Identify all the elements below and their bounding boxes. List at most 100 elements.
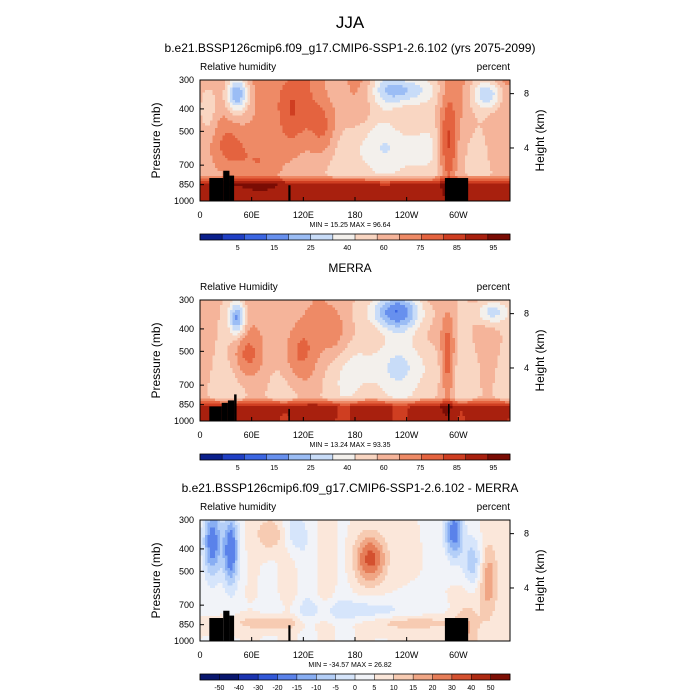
heatmap-cell xyxy=(362,143,366,146)
heatmap-cell xyxy=(437,140,441,144)
heatmap-cell xyxy=(377,170,381,174)
heatmap-cell xyxy=(492,150,496,154)
heatmap-cell xyxy=(247,125,251,129)
heatmap-cell xyxy=(292,105,296,109)
heatmap-cell xyxy=(352,170,356,174)
heatmap-cell xyxy=(232,143,236,146)
heatmap-cell xyxy=(240,153,243,157)
heatmap-cell xyxy=(465,155,468,159)
heatmap-cell xyxy=(445,160,448,164)
heatmap-cell xyxy=(507,145,511,149)
heatmap-cell xyxy=(362,170,366,174)
heatmap-cell xyxy=(320,145,323,149)
heatmap-cell xyxy=(445,158,448,162)
heatmap-cell xyxy=(487,168,491,172)
heatmap-cell xyxy=(480,127,483,131)
heatmap-cell xyxy=(372,160,376,164)
heatmap-cell xyxy=(292,150,296,154)
heatmap-cell xyxy=(482,158,486,162)
heatmap-cell xyxy=(450,115,453,119)
heatmap-cell xyxy=(290,170,293,174)
heatmap-cell xyxy=(362,125,366,129)
heatmap-cell xyxy=(247,170,251,174)
heatmap-cell xyxy=(340,117,343,121)
heatmap-cell xyxy=(300,97,303,101)
heatmap-cell xyxy=(437,148,441,151)
heatmap-cell xyxy=(222,100,226,104)
heatmap-cell xyxy=(460,112,463,116)
heatmap-cell xyxy=(372,97,376,101)
heatmap-cell xyxy=(252,100,256,104)
heatmap-cell xyxy=(360,110,363,114)
heatmap-cell xyxy=(385,97,388,101)
heatmap-cell xyxy=(295,160,298,164)
heatmap-cell xyxy=(250,120,253,124)
heatmap-cell xyxy=(397,110,401,114)
heatmap-cell xyxy=(475,105,478,109)
heatmap-cell xyxy=(242,148,246,151)
heatmap-cell xyxy=(447,92,451,96)
heatmap-cell xyxy=(380,92,383,96)
heatmap-cell xyxy=(505,125,508,129)
heatmap-cell xyxy=(212,120,216,124)
heatmap-cell xyxy=(392,135,396,139)
heatmap-cell xyxy=(235,180,238,184)
heatmap-cell xyxy=(417,117,421,121)
heatmap-cell xyxy=(442,140,446,144)
heatmap-cell xyxy=(485,132,488,136)
heatmap-cell xyxy=(460,132,463,136)
heatmap-cell xyxy=(392,110,396,114)
heatmap-cell xyxy=(325,110,328,114)
heatmap-cell xyxy=(280,110,283,114)
heatmap-cell xyxy=(335,122,338,126)
heatmap-cell xyxy=(230,87,233,91)
heatmap-cell xyxy=(235,168,238,172)
heatmap-cell xyxy=(367,90,371,93)
heatmap-cell xyxy=(410,160,413,164)
heatmap-cell xyxy=(480,170,483,174)
heatmap-cell xyxy=(215,140,218,144)
heatmap-cell xyxy=(480,100,483,104)
heatmap-cell xyxy=(467,140,471,144)
heatmap-cell xyxy=(442,170,446,174)
heatmap-cell xyxy=(277,120,281,124)
heatmap-cell xyxy=(207,153,211,157)
heatmap-cell xyxy=(337,107,341,111)
heatmap-cell xyxy=(250,95,253,99)
heatmap-cell xyxy=(347,153,351,157)
heatmap-cell xyxy=(202,165,206,169)
heatmap-cell xyxy=(377,148,381,151)
heatmap-cell xyxy=(467,135,471,139)
heatmap-cell xyxy=(405,95,408,99)
heatmap-cell xyxy=(507,100,511,104)
heatmap-cell xyxy=(310,150,313,154)
heatmap-cell xyxy=(225,117,228,121)
heatmap-cell xyxy=(475,173,478,177)
heatmap-cell xyxy=(440,148,443,151)
heatmap-cell xyxy=(310,160,313,164)
heatmap-cell xyxy=(392,175,396,179)
heatmap-cell xyxy=(255,127,258,131)
heatmap-cell xyxy=(230,140,233,144)
heatmap-cell xyxy=(385,95,388,99)
heatmap-cell xyxy=(255,158,258,162)
heatmap-cell xyxy=(432,82,436,86)
heatmap-cell xyxy=(342,168,346,172)
heatmap-cell xyxy=(467,112,471,116)
heatmap-cell xyxy=(420,80,423,83)
heatmap-cell xyxy=(370,163,373,167)
heatmap-cell xyxy=(402,122,406,126)
heatmap-cell xyxy=(275,135,278,139)
heatmap-cell xyxy=(367,148,371,151)
heatmap-cell xyxy=(322,110,326,114)
heatmap-cell xyxy=(312,143,316,146)
heatmap-cell xyxy=(255,110,258,114)
heatmap-cell xyxy=(400,80,403,83)
heatmap-cell xyxy=(302,112,306,116)
heatmap-cell xyxy=(447,163,451,167)
heatmap-cell xyxy=(282,168,286,172)
heatmap-cell xyxy=(477,137,481,141)
heatmap-cell xyxy=(435,168,438,172)
heatmap-cell xyxy=(232,127,236,131)
heatmap-cell xyxy=(370,165,373,169)
